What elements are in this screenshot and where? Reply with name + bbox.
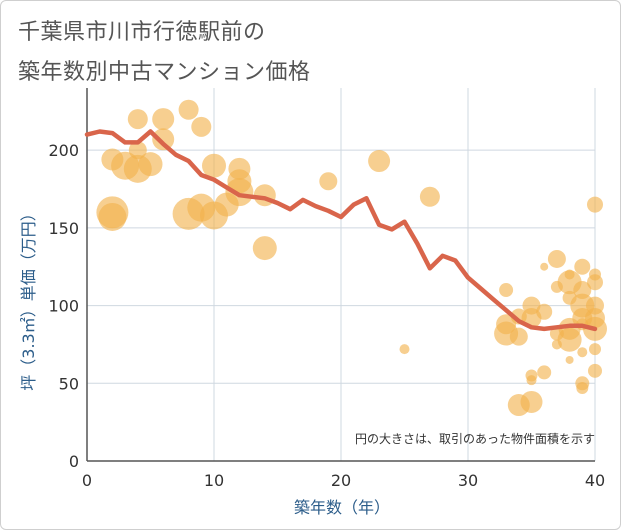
data-bubble [540,262,549,271]
data-bubble [588,363,602,378]
x-tick-label: 0 [82,471,92,490]
chart-title-line-2: 築年数別中古マンション価格 [18,60,311,85]
data-bubble [128,141,147,160]
y-tick-label: 100 [48,297,79,316]
data-bubble [574,258,591,275]
bubble-layer [96,99,607,417]
y-tick-label: 50 [59,374,79,393]
data-bubble [586,296,604,315]
y-axis-label: 坪（3.3㎡）単価（万円） [19,205,38,390]
y-tick-label: 200 [48,141,79,160]
x-tick-label: 20 [331,471,351,490]
average-price-line [84,129,598,332]
data-bubble [399,344,410,355]
bubble-size-note: 円の大きさは、取引のあった物件面積を示す [355,431,595,446]
data-bubble [98,202,127,231]
data-bubble [589,268,601,281]
data-bubble [564,269,575,280]
data-bubble [537,365,552,380]
data-bubble [252,236,277,261]
data-bubble [225,178,254,207]
data-bubble [565,355,574,364]
data-bubble [127,109,148,130]
data-bubble [499,283,514,298]
data-bubble [319,172,338,191]
data-bubble [589,343,601,356]
data-bubble [178,99,199,120]
x-axis-label: 築年数（年） [294,498,390,517]
x-tick-label: 30 [458,471,478,490]
y-tick-label: 150 [48,219,79,238]
data-bubble [509,327,528,346]
trend-line-layer [84,129,598,332]
y-tick-label: 0 [69,452,79,471]
data-bubble [577,347,588,358]
data-bubble [138,152,163,177]
chart-title-line-1: 千葉県市川市行徳駅前の [18,20,266,45]
data-bubble [547,249,566,268]
data-bubble [419,186,440,207]
data-bubble [152,128,175,151]
x-tick-label: 10 [204,471,224,490]
x-tick-label: 40 [585,471,605,490]
data-bubble [202,153,226,178]
data-bubble [520,390,543,413]
data-bubble [152,108,175,131]
data-bubble [536,303,553,320]
data-bubble [368,150,391,173]
data-bubble [191,116,212,137]
data-bubble [587,196,603,213]
data-bubble [576,381,589,394]
data-bubble [525,369,538,382]
tick-labels: 0 10 20 30 40 0 50 100 150 200 [48,141,605,490]
